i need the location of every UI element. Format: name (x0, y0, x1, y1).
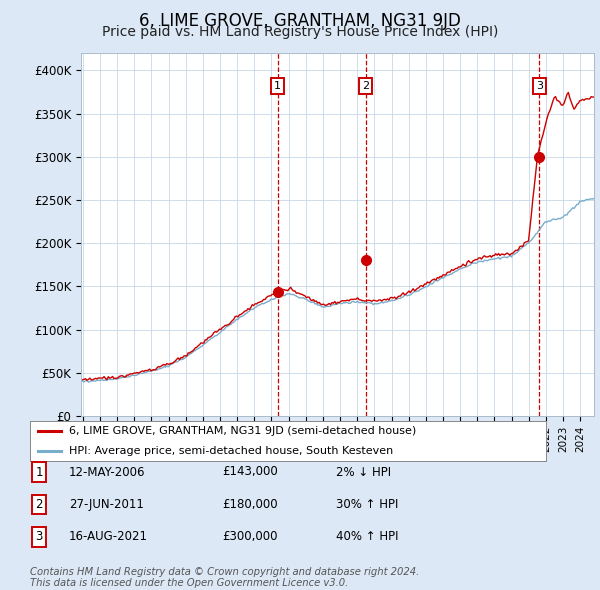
Text: 30% ↑ HPI: 30% ↑ HPI (336, 498, 398, 511)
Text: 1: 1 (35, 466, 43, 478)
Text: 3: 3 (35, 530, 43, 543)
Text: 2% ↓ HPI: 2% ↓ HPI (336, 466, 391, 478)
Text: 12-MAY-2006: 12-MAY-2006 (69, 466, 146, 478)
Text: 40% ↑ HPI: 40% ↑ HPI (336, 530, 398, 543)
Text: HPI: Average price, semi-detached house, South Kesteven: HPI: Average price, semi-detached house,… (68, 447, 393, 456)
Text: 6, LIME GROVE, GRANTHAM, NG31 9JD: 6, LIME GROVE, GRANTHAM, NG31 9JD (139, 12, 461, 30)
Text: Contains HM Land Registry data © Crown copyright and database right 2024.
This d: Contains HM Land Registry data © Crown c… (30, 566, 419, 588)
Text: £143,000: £143,000 (222, 466, 278, 478)
Text: 1: 1 (274, 81, 281, 91)
Text: 16-AUG-2021: 16-AUG-2021 (69, 530, 148, 543)
Text: 2: 2 (362, 81, 369, 91)
Text: 27-JUN-2011: 27-JUN-2011 (69, 498, 144, 511)
Text: £180,000: £180,000 (222, 498, 278, 511)
Text: 6, LIME GROVE, GRANTHAM, NG31 9JD (semi-detached house): 6, LIME GROVE, GRANTHAM, NG31 9JD (semi-… (68, 427, 416, 436)
Text: £300,000: £300,000 (222, 530, 277, 543)
Text: 2: 2 (35, 498, 43, 511)
Text: 3: 3 (536, 81, 543, 91)
Text: Price paid vs. HM Land Registry's House Price Index (HPI): Price paid vs. HM Land Registry's House … (102, 25, 498, 39)
